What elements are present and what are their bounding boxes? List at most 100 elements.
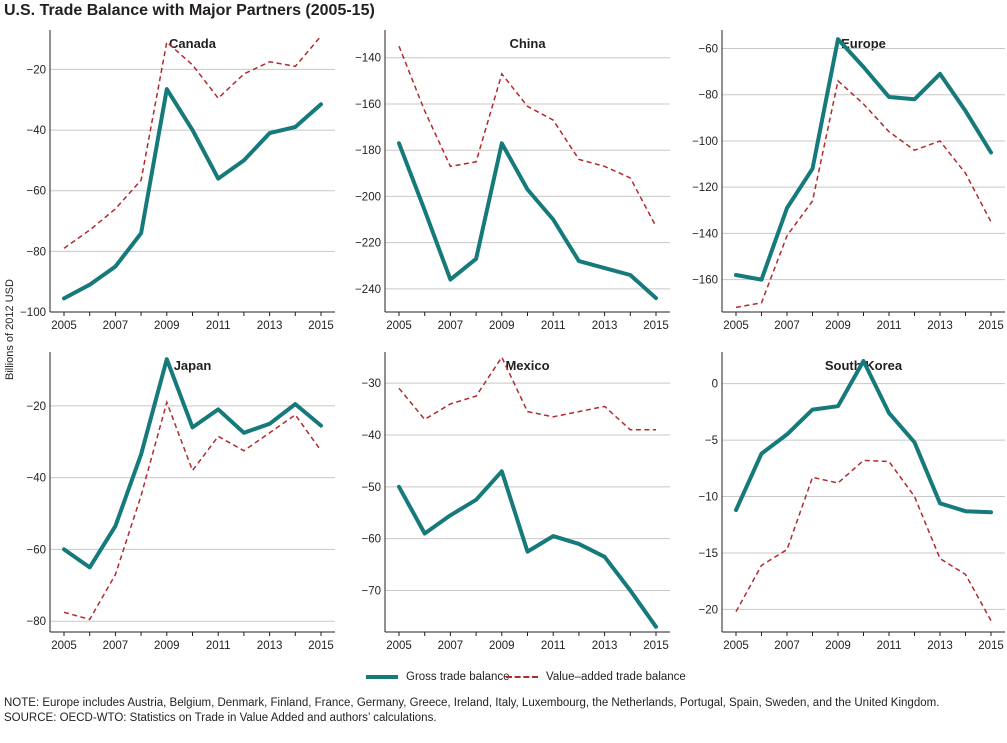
y-tick-label: −20 xyxy=(26,64,46,76)
footnote: NOTE: Europe includes Austria, Belgium, … xyxy=(4,697,940,709)
y-tick-label: −40 xyxy=(361,430,381,442)
x-tick-label: 2007 xyxy=(438,640,464,652)
x-tick-label: 2015 xyxy=(643,640,669,652)
x-tick-label: 2007 xyxy=(103,320,129,332)
x-tick-label: 2013 xyxy=(592,320,618,332)
x-tick-label: 2005 xyxy=(386,640,412,652)
x-tick-label: 2009 xyxy=(825,640,851,652)
y-tick-label: −240 xyxy=(355,284,381,296)
panel-mexico: Mexico −70 −60 −50 −40 −30 2005 2007 2009 2011 201… xyxy=(361,352,670,652)
y-tick-label: −50 xyxy=(361,482,381,494)
y-tick-label: −140 xyxy=(355,53,381,65)
x-tick-label: 2007 xyxy=(774,320,800,332)
x-tick-label: 2011 xyxy=(206,640,231,652)
x-tick-label: 2005 xyxy=(51,320,77,332)
panel-title-china: China xyxy=(509,36,546,51)
x-tick-label: 2009 xyxy=(489,640,515,652)
x-tick-label: 2005 xyxy=(51,640,77,652)
series-line-gross xyxy=(734,37,993,282)
legend-swatch-value-added xyxy=(506,676,538,678)
panel-title-canada: Canada xyxy=(169,36,217,51)
x-tick-label: 2007 xyxy=(438,320,464,332)
y-tick-label: −220 xyxy=(355,238,381,250)
panel-china: China −240 −220 −200 −180 −160 −140 2005 2007 200… xyxy=(355,30,670,332)
y-tick-label: −70 xyxy=(361,586,381,598)
x-tick-label: 2013 xyxy=(592,640,618,652)
x-tick-label: 2009 xyxy=(825,320,851,332)
y-tick-label: −160 xyxy=(692,275,718,287)
x-tick-label: 2011 xyxy=(877,640,902,652)
x-tick-label: 2011 xyxy=(877,320,902,332)
series-line-value-added xyxy=(735,79,992,309)
legend-label-gross: Gross trade balance xyxy=(406,671,510,683)
legend-swatch-gross xyxy=(366,675,398,679)
x-tick-label: 2009 xyxy=(154,320,180,332)
x-tick-label: 2011 xyxy=(541,320,566,332)
x-tick-label: 2009 xyxy=(154,640,180,652)
x-tick-label: 2007 xyxy=(774,640,800,652)
y-tick-label: 0 xyxy=(712,379,718,391)
legend-item-gross: Gross trade balance xyxy=(366,669,510,685)
legend-label-value-added: Value–added trade balance xyxy=(546,671,686,683)
x-tick-label: 2013 xyxy=(927,640,953,652)
y-tick-label: −60 xyxy=(698,43,718,55)
y-tick-label: −120 xyxy=(692,182,718,194)
x-tick-label: 2015 xyxy=(308,320,334,332)
y-tick-label: −100 xyxy=(20,307,46,319)
x-tick-label: 2015 xyxy=(978,640,1004,652)
x-tick-label: 2013 xyxy=(257,640,283,652)
y-tick-label: −10 xyxy=(698,492,718,504)
x-tick-label: 2011 xyxy=(541,640,566,652)
series-line-gross xyxy=(62,357,323,570)
series-line-gross xyxy=(62,87,323,301)
series-line-value-added xyxy=(398,45,657,227)
y-tick-label: −40 xyxy=(26,473,46,485)
series-line-gross xyxy=(734,359,993,515)
panel-canada: Canada −100 −80 −60 −40 −20 2005 2007 2009 2011 20… xyxy=(20,30,335,332)
y-tick-label: −20 xyxy=(26,401,46,413)
panel-title-mexico: Mexico xyxy=(505,358,549,373)
y-tick-label: −160 xyxy=(355,99,381,111)
x-tick-label: 2005 xyxy=(723,640,749,652)
legend-item-value-added: Value–added trade balance xyxy=(506,669,686,685)
series-line-gross xyxy=(397,141,658,301)
panel-title-europe: Europe xyxy=(841,36,886,51)
x-tick-label: 2005 xyxy=(386,320,412,332)
y-tick-label: −140 xyxy=(692,228,718,240)
series-line-value-added xyxy=(63,399,322,621)
source-note: SOURCE: OECD-WTO: Statistics on Trade in… xyxy=(4,712,437,724)
x-tick-label: 2013 xyxy=(927,320,953,332)
x-tick-label: 2015 xyxy=(643,320,669,332)
y-tick-label: −200 xyxy=(355,191,381,203)
x-tick-label: 2009 xyxy=(489,320,515,332)
y-tick-label: −80 xyxy=(26,616,46,628)
y-tick-label: −5 xyxy=(705,435,718,447)
y-tick-label: −80 xyxy=(698,90,718,102)
y-tick-label: −40 xyxy=(26,125,46,137)
x-tick-label: 2015 xyxy=(308,640,334,652)
panel-title-japan: Japan xyxy=(174,358,212,373)
y-tick-label: −180 xyxy=(355,145,381,157)
y-axis-label: Billions of 2012 USD xyxy=(4,279,16,380)
x-tick-label: 2007 xyxy=(103,640,129,652)
series-line-value-added xyxy=(63,35,322,249)
panel-japan: Japan −80 −60 −40 −20 2005 2007 2009 2011 2013 201… xyxy=(26,352,335,652)
x-tick-label: 2005 xyxy=(723,320,749,332)
panel-europe: Europe −160 −140 −120 −100 −80 −60 2005 2007 2009… xyxy=(692,30,1005,332)
y-tick-label: −20 xyxy=(698,604,718,616)
y-tick-label: −80 xyxy=(26,246,46,258)
y-tick-label: −15 xyxy=(698,548,718,560)
y-tick-label: −60 xyxy=(26,186,46,198)
x-tick-label: 2013 xyxy=(257,320,283,332)
y-tick-label: −100 xyxy=(692,136,718,148)
series-line-gross xyxy=(397,469,658,629)
y-tick-label: −60 xyxy=(361,534,381,546)
series-line-value-added xyxy=(398,355,656,431)
x-tick-label: 2011 xyxy=(206,320,231,332)
x-tick-label: 2015 xyxy=(978,320,1004,332)
y-tick-label: −60 xyxy=(26,544,46,556)
series-line-value-added xyxy=(735,459,992,622)
y-tick-label: −30 xyxy=(361,378,381,390)
